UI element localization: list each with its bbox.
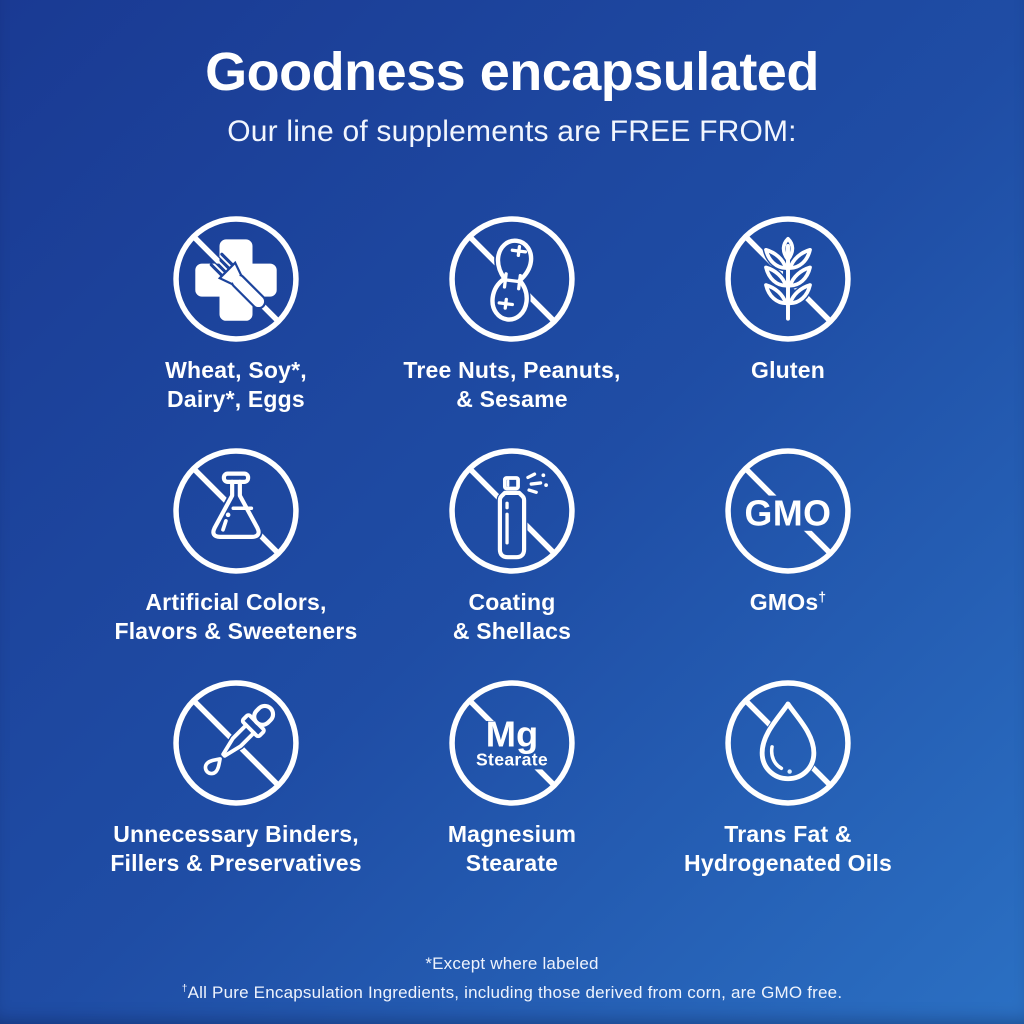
item-label: Magnesium Stearate <box>447 821 577 876</box>
page-title: Goodness encapsulated <box>205 42 819 102</box>
free-from-item-allergens: Wheat, Soy*, Dairy*, Eggs <box>98 213 374 445</box>
item-label: Artificial Colors, Flavors & Sweeteners <box>114 589 358 644</box>
dagger-mark: † <box>181 983 188 995</box>
free-from-item-mg-stearate: Mg Stearate Magnesium Stearate <box>374 677 650 909</box>
no-spray-can-icon <box>449 448 575 575</box>
footnotes: *Except where labeled †All Pure Encapsul… <box>0 950 1024 1008</box>
no-dropper-icon <box>173 680 299 807</box>
no-fork-cross-icon <box>173 216 299 343</box>
footnote-dagger-text: All Pure Encapsulation Ingredients, incl… <box>187 983 843 1003</box>
free-from-item-gluten: Gluten <box>650 213 926 445</box>
item-label: Trans Fat & Hydrogenated Oils <box>684 821 892 876</box>
item-label: Wheat, Soy*, Dairy*, Eggs <box>165 357 307 412</box>
mg-badge-text: Mg <box>486 714 538 755</box>
gmo-badge-text: GMO <box>744 494 831 534</box>
free-from-item-gmo: GMO GMOs† <box>650 445 926 677</box>
item-label: Unnecessary Binders, Fillers & Preservat… <box>110 821 362 876</box>
no-oil-drop-icon <box>725 680 851 807</box>
dagger-superscript: † <box>818 589 827 605</box>
item-label: Tree Nuts, Peanuts, & Sesame <box>403 357 621 412</box>
no-peanut-icon <box>449 216 575 343</box>
header: Goodness encapsulated Our line of supple… <box>0 0 1024 149</box>
no-mg-stearate-icon: Mg Stearate <box>449 680 575 807</box>
free-from-item-trans-fat: Trans Fat & Hydrogenated Oils <box>650 677 926 909</box>
free-from-item-nuts: Tree Nuts, Peanuts, & Sesame <box>374 213 650 445</box>
item-label: Coating & Shellacs <box>452 589 572 644</box>
no-wheat-icon <box>725 216 851 343</box>
item-label: Gluten <box>750 357 826 384</box>
free-from-item-coating: Coating & Shellacs <box>374 445 650 677</box>
free-from-grid: Wheat, Soy*, Dairy*, Eggs <box>98 213 926 909</box>
no-flask-icon <box>173 448 299 575</box>
page-subtitle: Our line of supplements are FREE FROM: <box>227 115 797 149</box>
mg-badge-subtext: Stearate <box>476 750 548 770</box>
free-from-item-artificial: Artificial Colors, Flavors & Sweeteners <box>98 445 374 677</box>
no-gmo-icon: GMO <box>725 448 851 575</box>
footnote-asterisk: *Except where labeled <box>425 954 599 974</box>
item-label: GMOs† <box>749 589 827 616</box>
footnote-dagger: †All Pure Encapsulation Ingredients, inc… <box>0 979 1024 1008</box>
free-from-item-binders: Unnecessary Binders, Fillers & Preservat… <box>98 677 374 909</box>
